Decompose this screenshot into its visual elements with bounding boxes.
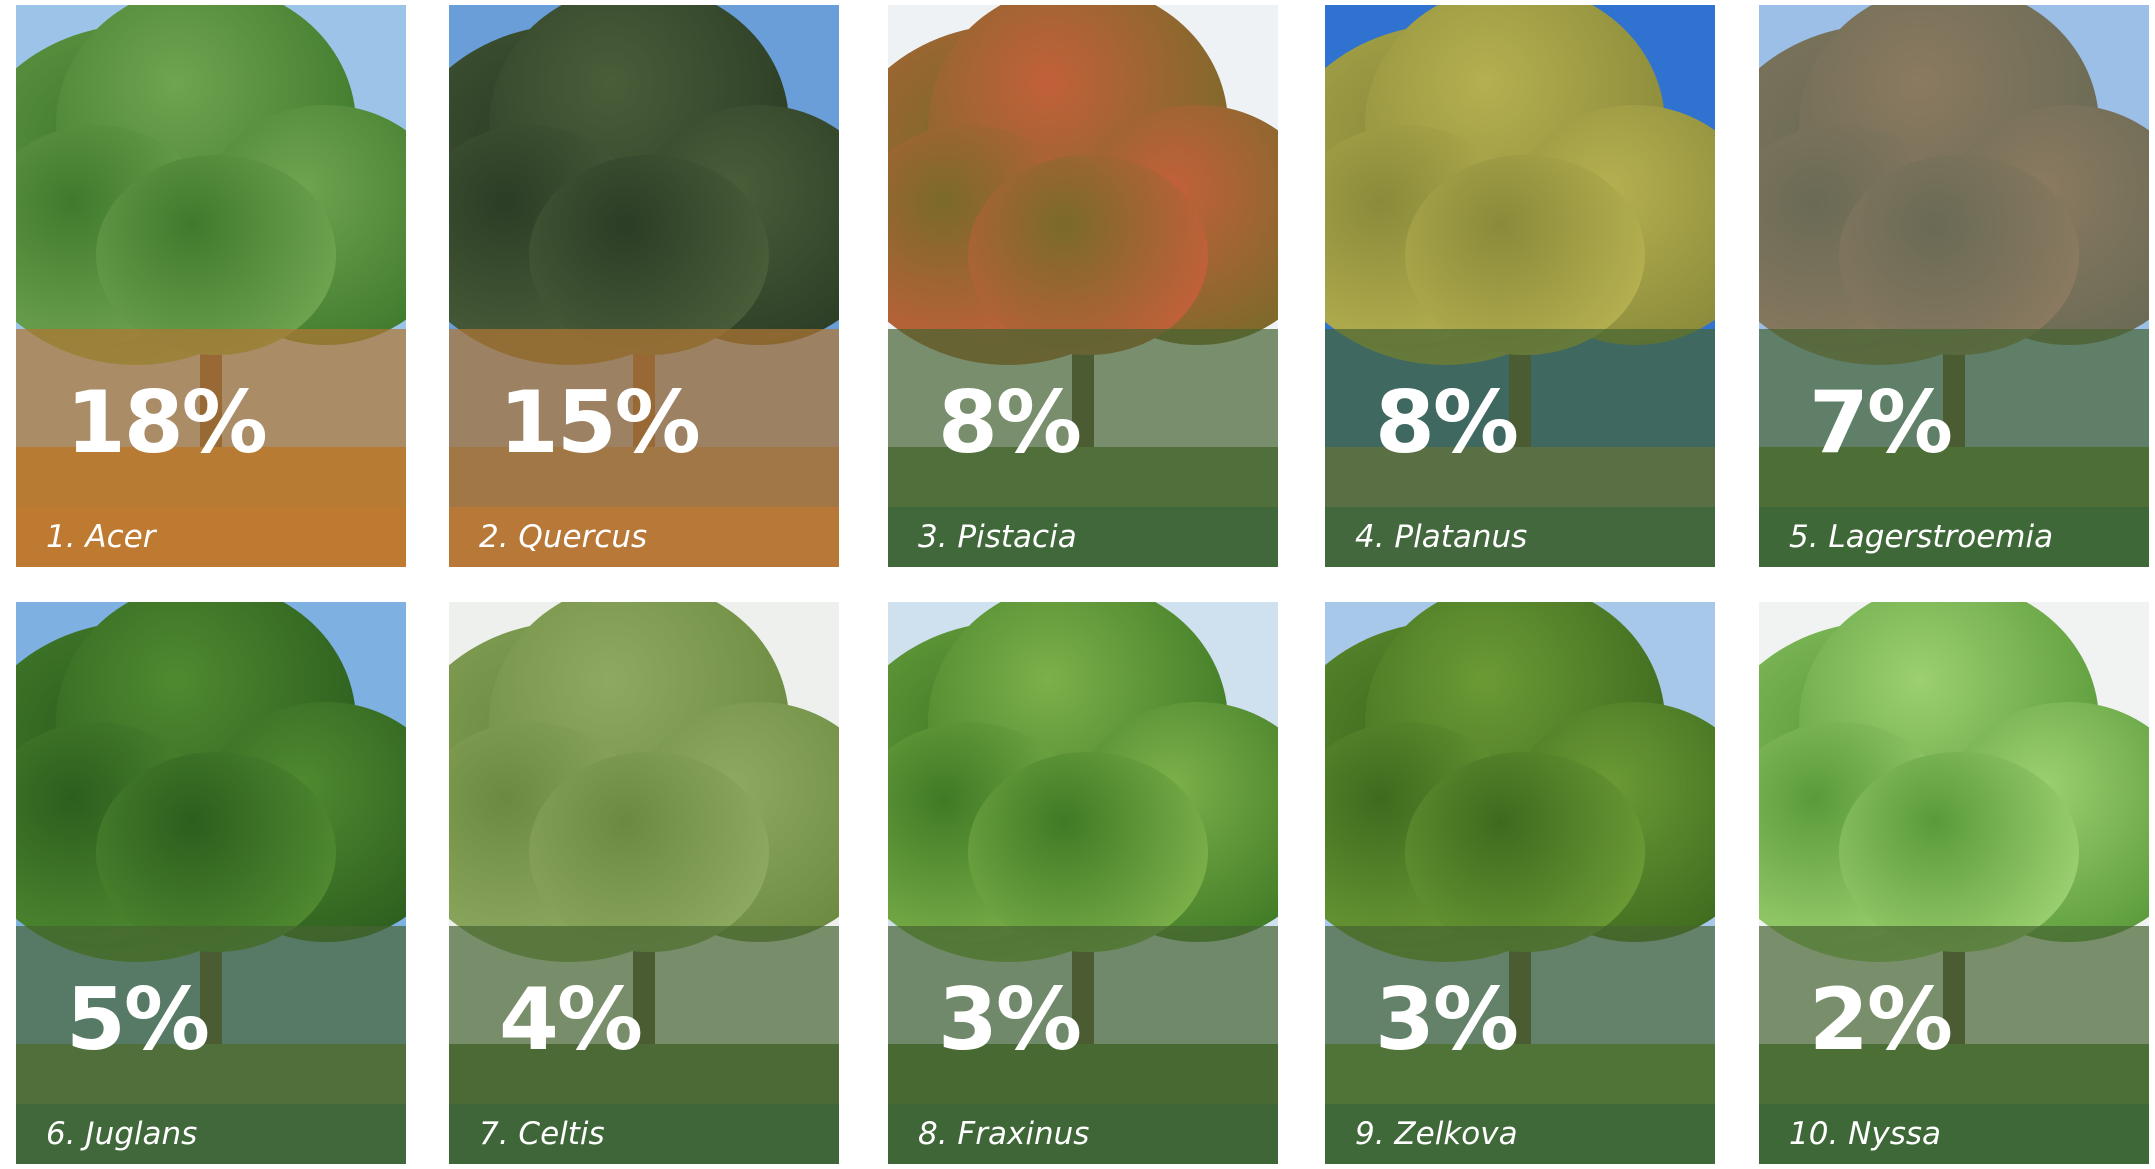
- label-band: 1. Acer: [16, 507, 406, 567]
- label-band: 10. Nyssa: [1759, 1104, 2149, 1164]
- percent-band: 18%: [16, 329, 406, 507]
- tree-card: 3% 8. Fraxinus: [888, 602, 1278, 1164]
- tree-photo: [16, 5, 406, 567]
- percent-band: 3%: [888, 926, 1278, 1104]
- label-band: 6. Juglans: [16, 1104, 406, 1164]
- tree-card: 7% 5. Lagerstroemia: [1759, 5, 2149, 567]
- percent: 4%: [499, 970, 643, 1070]
- tree-photo: [449, 602, 839, 1164]
- label-band: 2. Quercus: [449, 507, 839, 567]
- percent: 3%: [938, 970, 1082, 1070]
- foliage: [968, 752, 1208, 952]
- tree-name: 10. Nyssa: [1789, 1116, 1941, 1152]
- label-band: 8. Fraxinus: [888, 1104, 1278, 1164]
- tree-card: 15% 2. Quercus: [449, 5, 839, 567]
- label-band: 3. Pistacia: [888, 507, 1278, 567]
- tree-name: 1. Acer: [46, 519, 156, 555]
- percent-band: 3%: [1325, 926, 1715, 1104]
- percent-band: 5%: [16, 926, 406, 1104]
- percent: 18%: [66, 373, 268, 473]
- tree-card: 8% 3. Pistacia: [888, 5, 1278, 567]
- percent: 8%: [1375, 373, 1519, 473]
- percent-band: 4%: [449, 926, 839, 1104]
- tree-card: 4% 7. Celtis: [449, 602, 839, 1164]
- tree-photo: [1325, 5, 1715, 567]
- tree-name: 5. Lagerstroemia: [1789, 519, 2054, 555]
- foliage: [96, 752, 336, 952]
- percent: 8%: [938, 373, 1082, 473]
- percent: 5%: [66, 970, 210, 1070]
- tree-name: 7. Celtis: [479, 1116, 605, 1152]
- tree-card: 5% 6. Juglans: [16, 602, 406, 1164]
- label-band: 5. Lagerstroemia: [1759, 507, 2149, 567]
- percent-band: 2%: [1759, 926, 2149, 1104]
- percent-band: 8%: [888, 329, 1278, 507]
- foliage: [96, 155, 336, 355]
- foliage: [529, 155, 769, 355]
- tree-card: 8% 4. Platanus: [1325, 5, 1715, 567]
- foliage: [1405, 752, 1645, 952]
- percent-band: 8%: [1325, 329, 1715, 507]
- foliage: [1839, 155, 2079, 355]
- tree-name: 8. Fraxinus: [918, 1116, 1090, 1152]
- tree-name: 2. Quercus: [479, 519, 648, 555]
- percent-band: 7%: [1759, 329, 2149, 507]
- percent: 3%: [1375, 970, 1519, 1070]
- tree-name: 6. Juglans: [46, 1116, 198, 1152]
- tree-card: 18% 1. Acer: [16, 5, 406, 567]
- foliage: [1839, 752, 2079, 952]
- foliage: [529, 752, 769, 952]
- tree-name: 4. Platanus: [1355, 519, 1528, 555]
- percent: 2%: [1809, 970, 1953, 1070]
- foliage: [968, 155, 1208, 355]
- label-band: 7. Celtis: [449, 1104, 839, 1164]
- percent: 15%: [499, 373, 701, 473]
- tree-name: 3. Pistacia: [918, 519, 1077, 555]
- tree-card: 3% 9. Zelkova: [1325, 602, 1715, 1164]
- foliage: [1405, 155, 1645, 355]
- percent: 7%: [1809, 373, 1953, 473]
- label-band: 4. Platanus: [1325, 507, 1715, 567]
- percent-band: 15%: [449, 329, 839, 507]
- label-band: 9. Zelkova: [1325, 1104, 1715, 1164]
- tree-name: 9. Zelkova: [1355, 1116, 1518, 1152]
- tree-card: 2% 10. Nyssa: [1759, 602, 2149, 1164]
